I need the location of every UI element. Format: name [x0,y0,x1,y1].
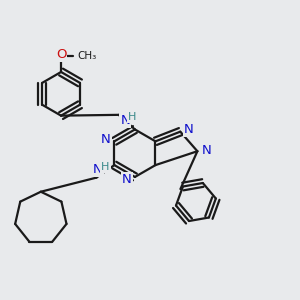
Text: N: N [184,123,194,136]
Text: H: H [101,161,110,172]
Text: N: N [120,114,130,127]
Text: CH₃: CH₃ [77,51,96,61]
Text: N: N [101,133,110,146]
Text: O: O [56,48,66,61]
Text: H: H [128,112,136,122]
Text: N: N [122,173,132,186]
Text: N: N [202,144,211,157]
Text: N: N [93,163,103,176]
